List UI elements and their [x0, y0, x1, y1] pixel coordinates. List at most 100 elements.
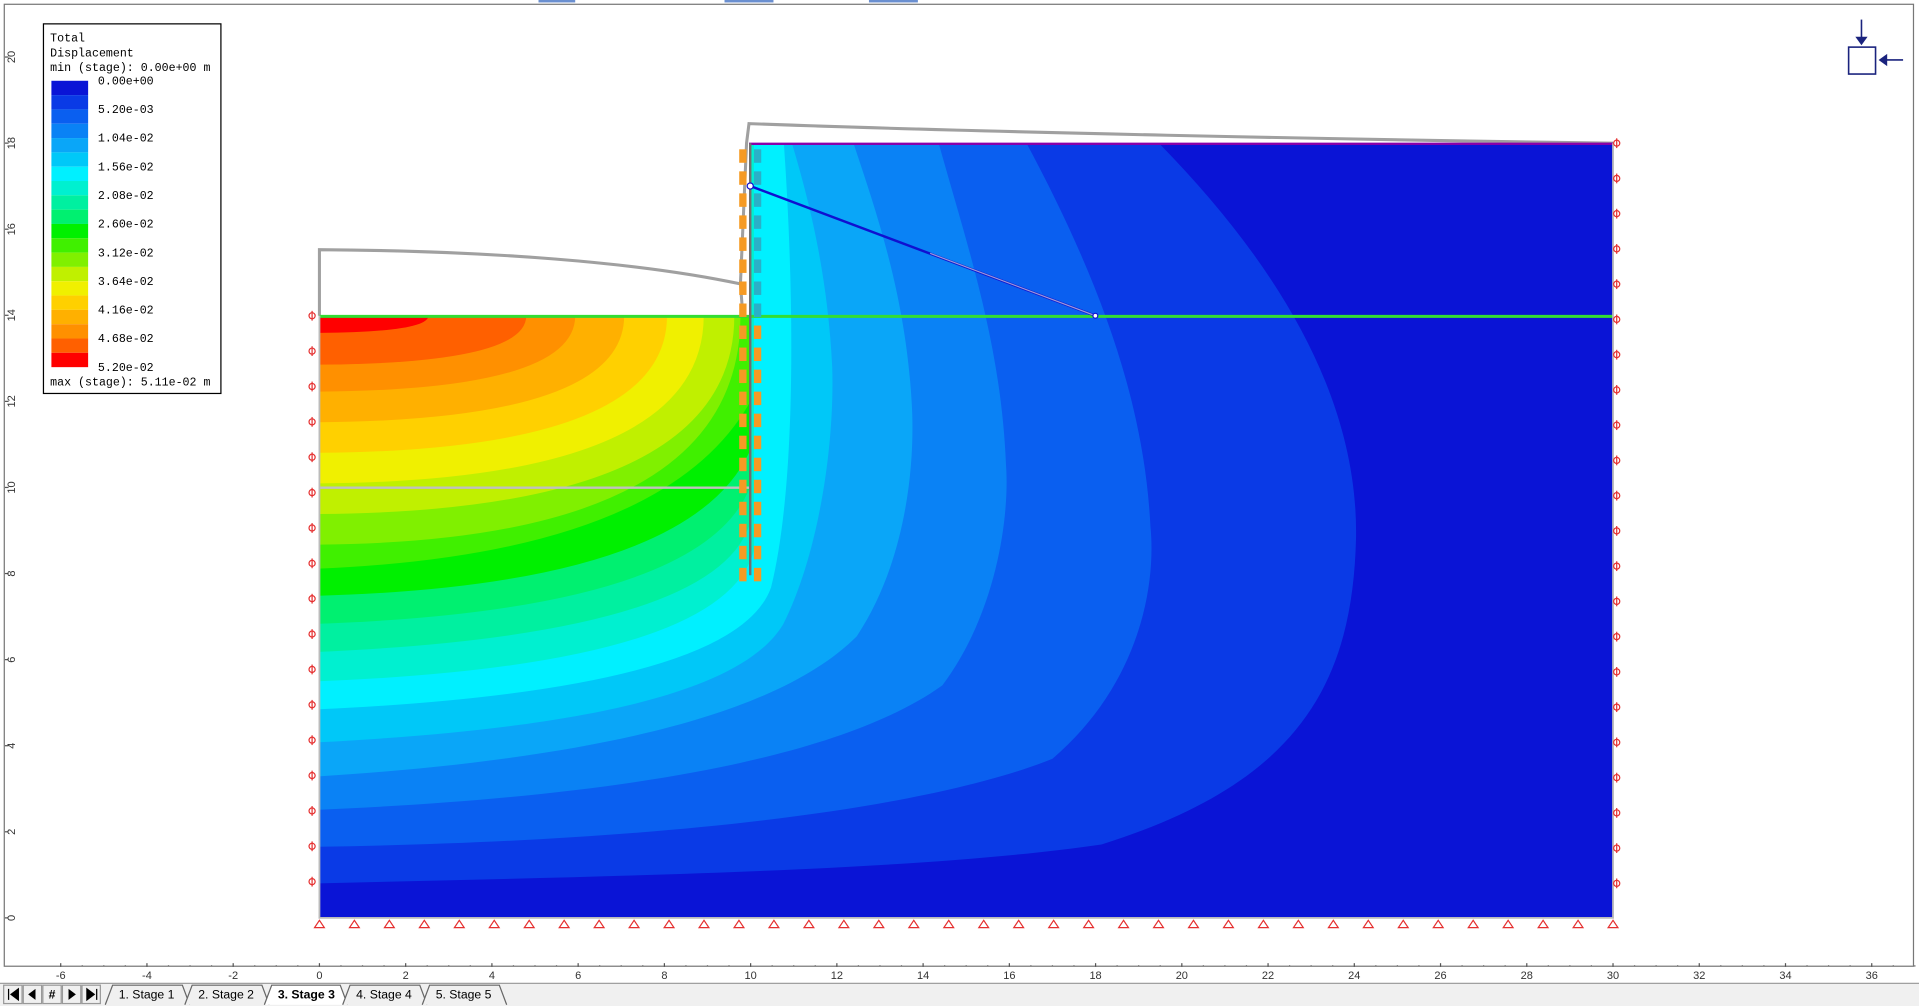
legend-swatch [51, 138, 89, 153]
x-tick-label: 32 [1693, 970, 1705, 982]
x-tick-label: 16 [1003, 970, 1015, 982]
fixed-support [558, 919, 571, 929]
y-tick-label: 8 [6, 570, 18, 576]
x-tick-label: 18 [1089, 970, 1101, 982]
legend-label: 0.00e+00 [98, 75, 154, 88]
liner-segment [739, 457, 747, 472]
x-tick-label: 28 [1521, 970, 1533, 982]
x-tick-label: 24 [1348, 970, 1360, 982]
legend-label: 5.20e-03 [98, 104, 154, 117]
stage-tab-label[interactable]: 4. Stage 4 [356, 988, 412, 1002]
liner-segment [753, 391, 762, 406]
stage-tab-label[interactable]: 2. Stage 2 [198, 988, 254, 1002]
liner-segment [739, 237, 747, 251]
liner-segment [753, 171, 762, 185]
stage-tab[interactable] [342, 984, 428, 1005]
liner-segment [739, 259, 747, 273]
liner-segment [753, 501, 762, 516]
toolbar-edge [538, 0, 576, 3]
page-button[interactable]: # [42, 984, 62, 1005]
fixed-support [1082, 919, 1095, 929]
liner-segment [753, 545, 762, 560]
x-tick-label: 36 [1866, 970, 1878, 982]
next-button[interactable] [61, 984, 82, 1005]
legend-label: 3.12e-02 [98, 247, 154, 260]
liner-segment [739, 193, 747, 207]
liner-segment [753, 193, 762, 207]
x-tick-label: 0 [316, 970, 322, 982]
x-tick-label: 26 [1434, 970, 1446, 982]
fixed-support [1187, 919, 1200, 929]
liner-segment [753, 347, 762, 362]
x-tick-label: 14 [917, 970, 929, 982]
prev-button[interactable] [22, 984, 43, 1005]
fixed-support [1502, 919, 1515, 929]
fixed-support [802, 919, 815, 929]
last-button[interactable] [81, 984, 101, 1005]
fixed-support [1222, 919, 1235, 929]
liner-segment [739, 523, 747, 538]
legend-label: 1.56e-02 [98, 161, 154, 174]
liner-segment [739, 347, 747, 362]
legend-title: Total [50, 33, 85, 46]
legend-swatch [51, 195, 89, 210]
legend-label: 1.04e-02 [98, 133, 154, 146]
legend-label: 4.68e-02 [98, 333, 154, 346]
nav-icon [86, 987, 98, 1002]
legend-swatch [51, 252, 89, 267]
stage-tab[interactable] [104, 984, 191, 1005]
x-tick-label: 12 [831, 970, 843, 982]
y-tick-label: 0 [6, 915, 18, 921]
legend-swatch [51, 152, 89, 167]
x-tick-label: -6 [56, 970, 66, 982]
nav-icon [28, 988, 36, 1000]
legend-swatch [51, 324, 89, 339]
stage-tabs: # 1. Stage 1 2. Stage 2 3. Stage 3 4. Stage… [0, 982, 1919, 1006]
legend-max: max (stage): 5.11e-02 m [50, 377, 210, 390]
x-tick-label: 8 [661, 970, 667, 982]
stage-tab[interactable] [421, 984, 508, 1005]
legend-swatch [51, 80, 89, 96]
x-tick-label: -4 [142, 970, 152, 982]
fixed-support [977, 919, 990, 929]
fixed-support [907, 919, 920, 929]
nav-button[interactable] [42, 984, 62, 1005]
x-tick-label: 30 [1607, 970, 1619, 982]
fixed-support [1117, 919, 1130, 929]
liner-segment [739, 567, 747, 582]
liner-segment [753, 303, 762, 317]
fixed-support [1012, 919, 1025, 929]
domain-edge [318, 143, 1614, 919]
fixed-support [348, 919, 361, 929]
stage-tab-label[interactable]: 5. Stage 5 [436, 988, 492, 1002]
fixed-support [1047, 919, 1060, 929]
stage-tab-label[interactable]: 3. Stage 3 [278, 988, 335, 1002]
fixed-support [1467, 919, 1480, 929]
x-tick-label: 34 [1779, 970, 1791, 982]
fixed-support [593, 919, 606, 929]
liner-segment [739, 369, 747, 384]
stage-tab[interactable] [263, 984, 349, 1005]
stage-tab-label[interactable]: 1. Stage 1 [119, 988, 175, 1002]
fixed-support [837, 919, 850, 929]
view-frame [3, 3, 1915, 967]
liner-segment [753, 259, 762, 273]
first-button[interactable] [3, 984, 23, 1005]
liner-segment [753, 435, 762, 450]
legend-swatch [51, 338, 89, 353]
anchor-grout [929, 252, 1096, 317]
fixed-support [732, 919, 746, 929]
stage-tab[interactable] [184, 984, 270, 1005]
liner-segment [739, 171, 747, 185]
y-tick-label: 2 [6, 829, 18, 835]
liner-segment [739, 501, 747, 516]
legend-swatch [51, 238, 89, 253]
model-geometry [308, 122, 1621, 929]
x-tick-label: 2 [403, 970, 409, 982]
liner-segment [753, 325, 762, 340]
liner-segment [739, 435, 747, 450]
liner-segment [739, 149, 747, 163]
fixed-support [383, 919, 396, 929]
